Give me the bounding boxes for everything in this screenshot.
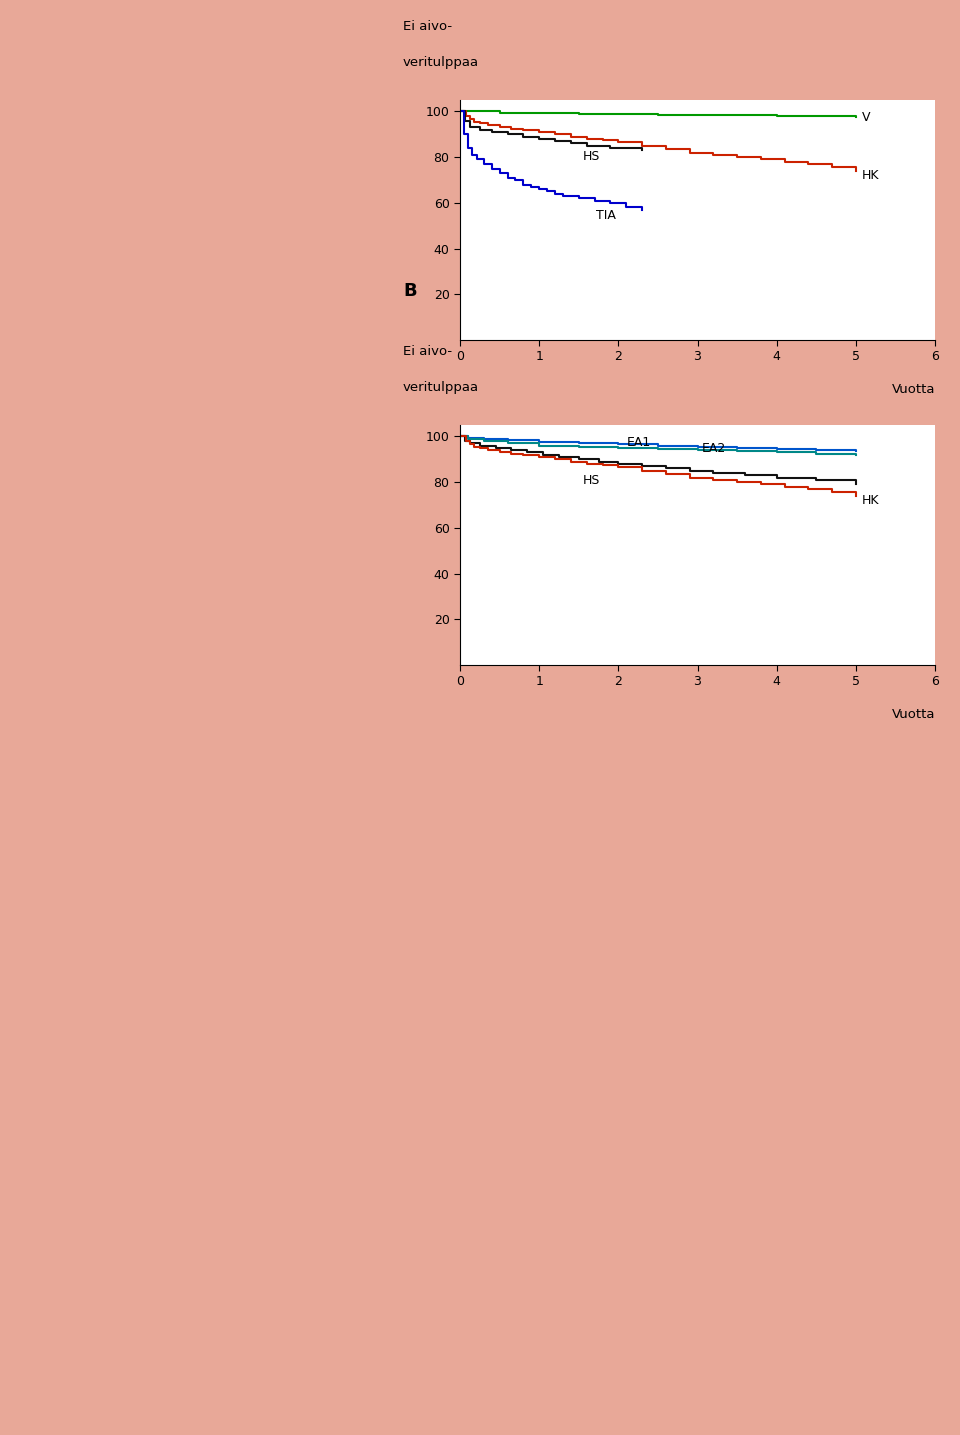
Text: Vuotta: Vuotta [892,383,935,396]
Text: Ei aivo-: Ei aivo- [403,344,452,357]
Text: Vuotta: Vuotta [892,709,935,722]
Text: veritulppaa: veritulppaa [403,380,479,393]
Text: V: V [862,112,871,125]
Text: HS: HS [583,475,600,488]
Text: HK: HK [862,494,879,507]
Text: EA2: EA2 [702,442,726,455]
Text: HS: HS [583,149,600,162]
Text: TIA: TIA [596,210,616,222]
Text: veritulppaa: veritulppaa [403,56,479,69]
Text: B: B [403,283,417,300]
Text: HK: HK [862,169,879,182]
Text: Ei aivo-: Ei aivo- [403,20,452,33]
Text: EA1: EA1 [626,436,651,449]
